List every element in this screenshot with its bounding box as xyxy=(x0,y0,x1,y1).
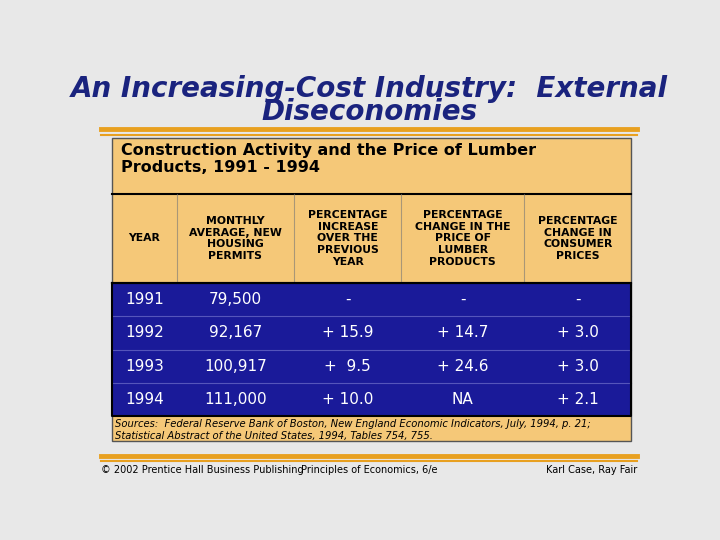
Text: YEAR: YEAR xyxy=(128,233,161,244)
Text: 111,000: 111,000 xyxy=(204,392,266,407)
Text: Diseconomies: Diseconomies xyxy=(261,98,477,126)
FancyBboxPatch shape xyxy=(112,138,631,441)
Text: Construction Activity and the Price of Lumber
Products, 1991 - 1994: Construction Activity and the Price of L… xyxy=(121,143,536,175)
Text: + 3.0: + 3.0 xyxy=(557,326,599,341)
Text: MONTHLY
AVERAGE, NEW
HOUSING
PERMITS: MONTHLY AVERAGE, NEW HOUSING PERMITS xyxy=(189,216,282,261)
Text: PERCENTAGE
CHANGE IN
CONSUMER
PRICES: PERCENTAGE CHANGE IN CONSUMER PRICES xyxy=(538,216,618,261)
Text: © 2002 Prentice Hall Business Publishing: © 2002 Prentice Hall Business Publishing xyxy=(101,465,304,475)
Text: -: - xyxy=(460,292,466,307)
Text: PERCENTAGE
INCREASE
OVER THE
PREVIOUS
YEAR: PERCENTAGE INCREASE OVER THE PREVIOUS YE… xyxy=(308,210,387,267)
Text: 1991: 1991 xyxy=(125,292,163,307)
Text: 100,917: 100,917 xyxy=(204,359,266,374)
Text: +  9.5: + 9.5 xyxy=(324,359,371,374)
Text: 79,500: 79,500 xyxy=(209,292,262,307)
Text: 1993: 1993 xyxy=(125,359,164,374)
Text: + 24.6: + 24.6 xyxy=(437,359,488,374)
Text: + 14.7: + 14.7 xyxy=(437,326,488,341)
Text: -: - xyxy=(575,292,580,307)
Text: + 10.0: + 10.0 xyxy=(322,392,374,407)
FancyBboxPatch shape xyxy=(112,283,631,316)
Text: + 15.9: + 15.9 xyxy=(322,326,374,341)
Text: An Increasing-Cost Industry:  External: An Increasing-Cost Industry: External xyxy=(71,75,667,103)
Text: Principles of Economics, 6/e: Principles of Economics, 6/e xyxy=(301,465,437,475)
Text: PERCENTAGE
CHANGE IN THE
PRICE OF
LUMBER
PRODUCTS: PERCENTAGE CHANGE IN THE PRICE OF LUMBER… xyxy=(415,210,510,267)
Text: -: - xyxy=(345,292,351,307)
FancyBboxPatch shape xyxy=(112,383,631,416)
FancyBboxPatch shape xyxy=(112,349,631,383)
Text: Sources:  Federal Reserve Bank of Boston, New England Economic Indicators, July,: Sources: Federal Reserve Bank of Boston,… xyxy=(115,420,591,441)
Text: 92,167: 92,167 xyxy=(209,326,262,341)
Text: Karl Case, Ray Fair: Karl Case, Ray Fair xyxy=(546,465,637,475)
Text: + 3.0: + 3.0 xyxy=(557,359,599,374)
Text: 1994: 1994 xyxy=(125,392,163,407)
Text: + 2.1: + 2.1 xyxy=(557,392,598,407)
Text: 1992: 1992 xyxy=(125,326,163,341)
FancyBboxPatch shape xyxy=(112,316,631,349)
Text: NA: NA xyxy=(452,392,474,407)
